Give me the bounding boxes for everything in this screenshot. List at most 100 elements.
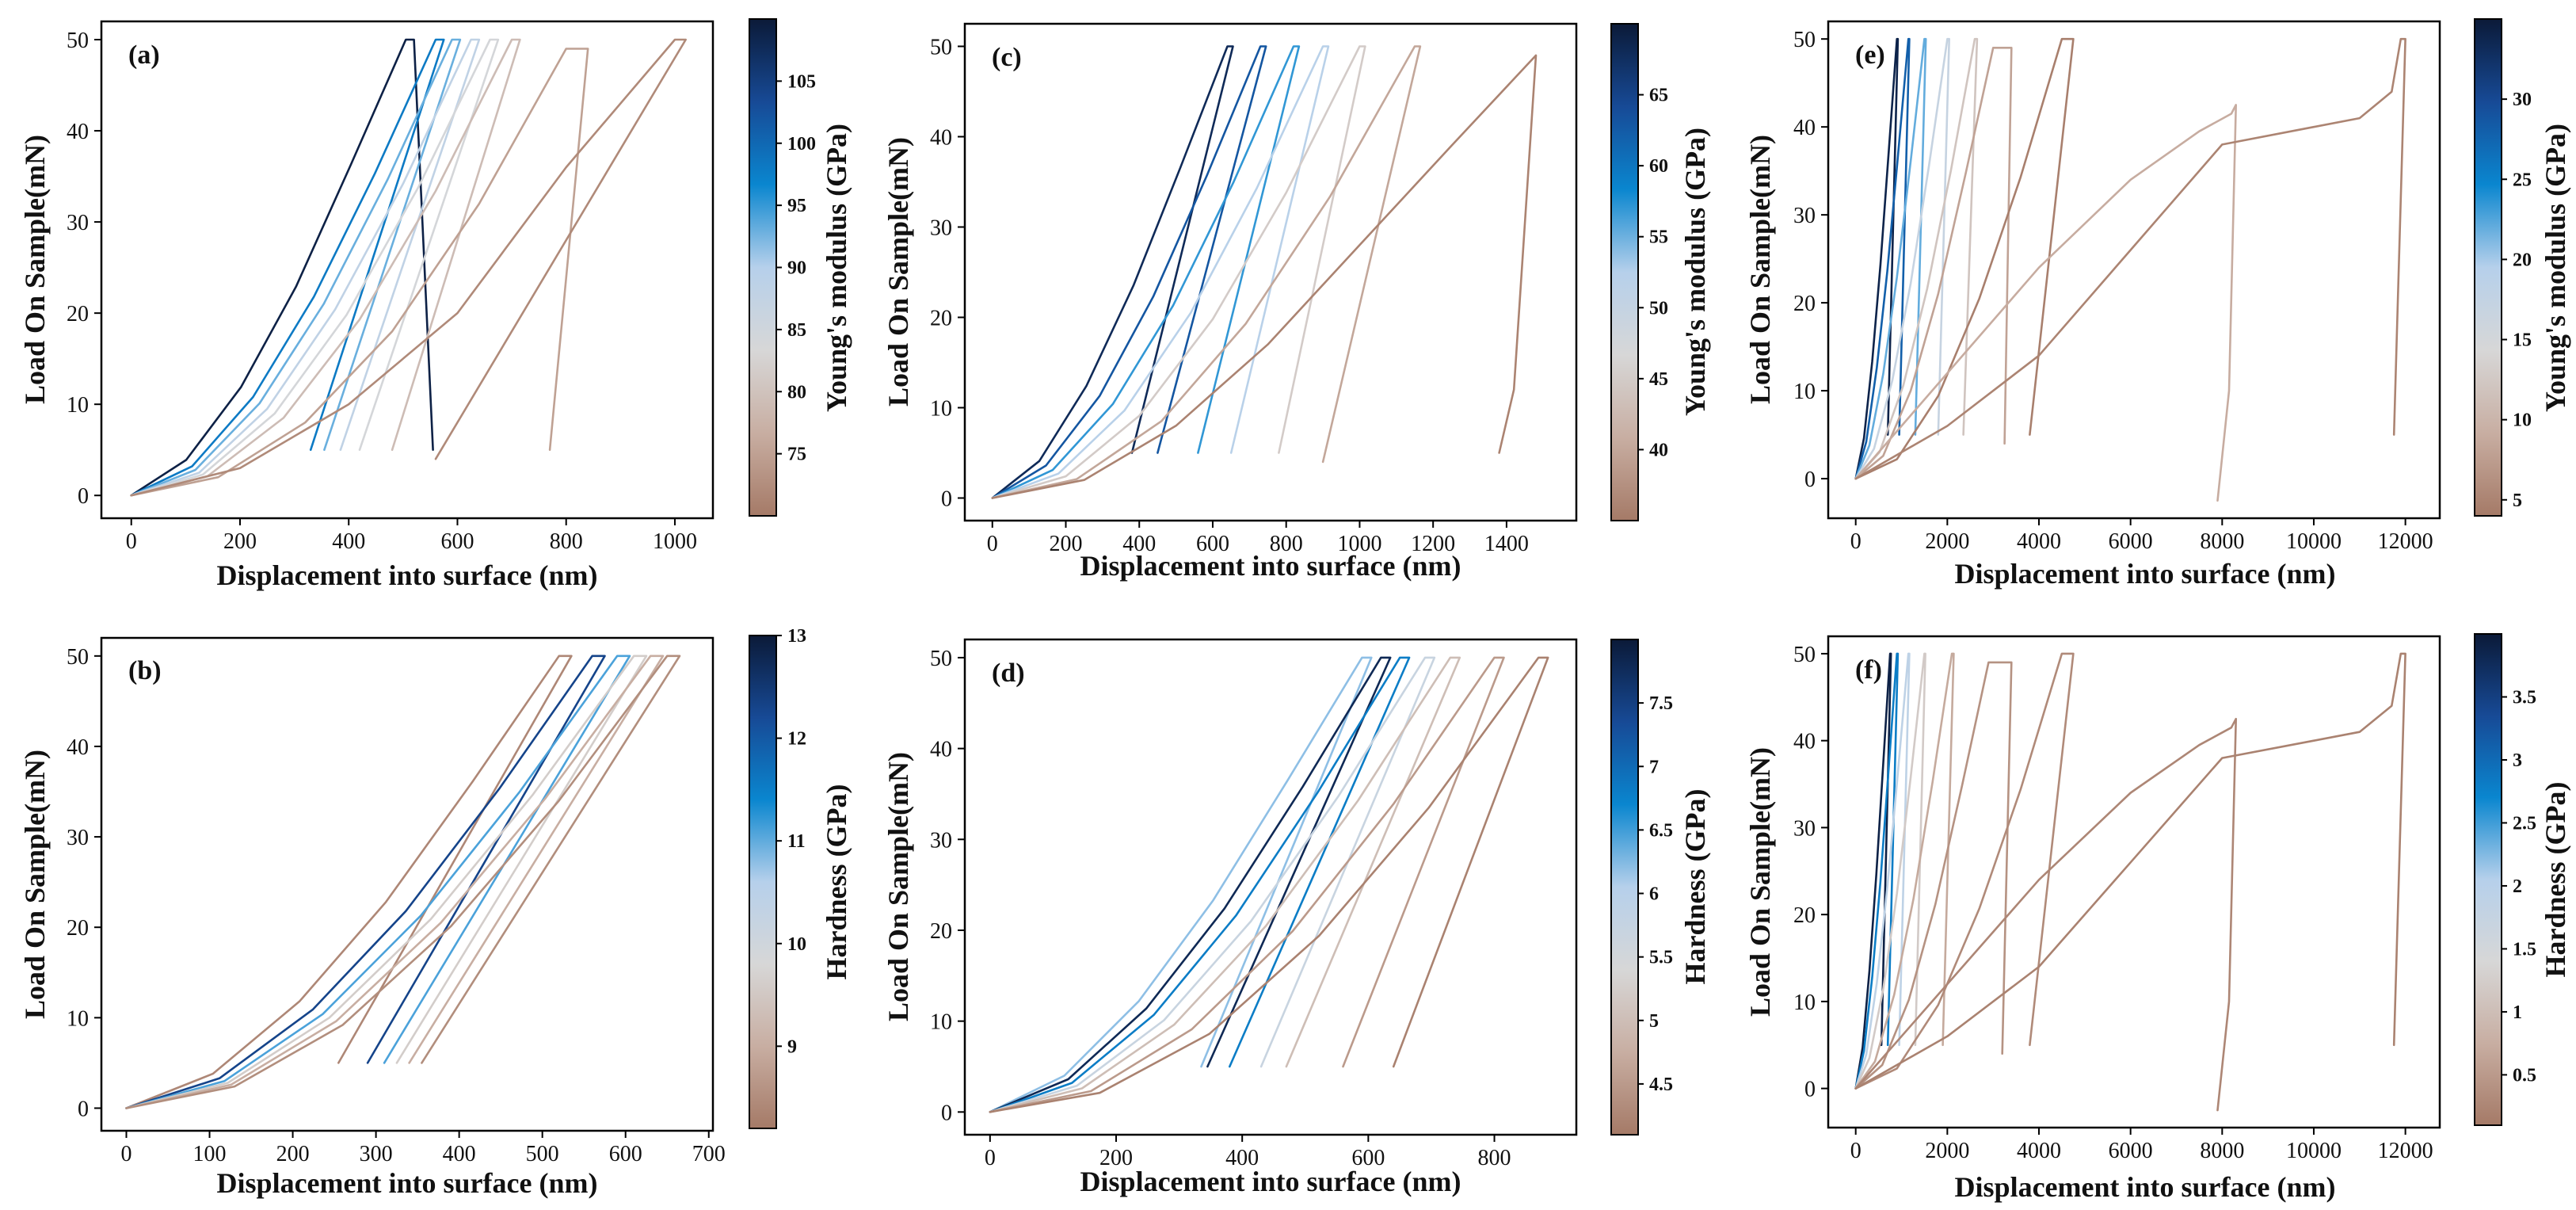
colorbar bbox=[1610, 639, 1639, 1136]
y-tick-label: 10 bbox=[930, 1010, 952, 1035]
colorbar bbox=[749, 18, 777, 517]
curve-indent-8 bbox=[1854, 717, 2237, 1112]
colorbar-tick-label: 7.5 bbox=[1649, 693, 1673, 714]
x-tick-label: 4000 bbox=[2017, 1139, 2061, 1163]
y-tick-label: 50 bbox=[1793, 28, 1816, 52]
curve-indent-9 bbox=[1854, 37, 2406, 480]
x-axis-label: Displacement into surface (nm) bbox=[1080, 1166, 1461, 1197]
y-tick-label: 0 bbox=[1804, 468, 1816, 492]
curve-indent-3 bbox=[1854, 652, 1911, 1090]
colorbar-tick-label: 10 bbox=[2513, 410, 2532, 431]
x-tick-label: 2000 bbox=[1925, 1139, 1969, 1163]
y-tick-label: 50 bbox=[930, 647, 952, 671]
y-tick-label: 50 bbox=[67, 645, 89, 670]
y-axis-label: Load On Sample(mN) bbox=[1744, 135, 1776, 404]
curve-indent-6 bbox=[991, 45, 1422, 499]
x-tick-label: 0 bbox=[985, 1146, 996, 1170]
y-tick-label: 0 bbox=[1804, 1078, 1816, 1102]
y-tick-label: 20 bbox=[930, 919, 952, 944]
curve-indent-5 bbox=[1854, 652, 1955, 1090]
y-axis-ticks: 0 10 20 30 40 50 bbox=[1793, 643, 1828, 1102]
plot-frame bbox=[100, 636, 714, 1132]
x-tick-label: 200 bbox=[1099, 1146, 1133, 1170]
colorbar-tick-label: 100 bbox=[787, 134, 816, 155]
x-tick-label: 700 bbox=[692, 1142, 726, 1166]
y-axis-label: Load On Sample(mN) bbox=[882, 752, 914, 1021]
load-displacement-curves bbox=[125, 655, 681, 1109]
x-tick-label: 300 bbox=[360, 1142, 393, 1166]
colorbar-tick-label: 55 bbox=[1649, 227, 1668, 248]
curve-indent-6 bbox=[989, 656, 1505, 1113]
x-tick-label: 10000 bbox=[2286, 1139, 2342, 1163]
curve-indent-2 bbox=[1854, 652, 1900, 1090]
y-tick-label: 40 bbox=[1793, 730, 1816, 754]
colorbar-tick-label: 5 bbox=[2513, 490, 2522, 511]
x-tick-label: 8000 bbox=[2200, 1139, 2244, 1163]
curve-indent-4 bbox=[1854, 652, 1926, 1090]
colorbar-ticks: 40 45 50 55 60 65 bbox=[1638, 86, 1668, 460]
load-displacement-curves bbox=[991, 45, 1538, 499]
load-displacement-curves bbox=[130, 38, 687, 497]
panel-label: (a) bbox=[128, 40, 160, 70]
x-tick-label: 600 bbox=[609, 1142, 642, 1166]
colorbar-tick-label: 1.5 bbox=[2513, 939, 2536, 960]
x-tick-label: 10000 bbox=[2286, 529, 2342, 554]
x-tick-label: 1400 bbox=[1484, 532, 1529, 556]
colorbar-tick-label: 5 bbox=[1649, 1011, 1659, 1032]
panel-c-chart: 0 200 400 600 800 1000 1200 1400 0 10 20 30 40 50 (c… bbox=[882, 22, 1711, 582]
curve-indent-2 bbox=[130, 38, 445, 497]
x-tick-label: 800 bbox=[1478, 1146, 1511, 1170]
x-tick-label: 0 bbox=[121, 1142, 132, 1166]
x-axis-label: Displacement into surface (nm) bbox=[217, 1167, 598, 1199]
curve-indent-4 bbox=[989, 656, 1436, 1113]
curve-indent-6 bbox=[125, 655, 681, 1109]
x-tick-label: 500 bbox=[526, 1142, 559, 1166]
y-axis-ticks: 0 10 20 30 40 50 bbox=[930, 36, 965, 512]
colorbar-tick-label: 45 bbox=[1649, 369, 1668, 390]
colorbar bbox=[749, 635, 777, 1129]
x-tick-label: 800 bbox=[550, 529, 583, 554]
curve-indent-5 bbox=[130, 38, 500, 497]
y-tick-label: 30 bbox=[1793, 816, 1816, 841]
x-tick-label: 6000 bbox=[2109, 529, 2153, 554]
colorbar bbox=[2474, 633, 2502, 1126]
colorbar-tick-label: 25 bbox=[2513, 170, 2532, 190]
y-tick-label: 40 bbox=[930, 738, 952, 762]
colorbar-tick-label: 20 bbox=[2513, 250, 2532, 270]
y-tick-label: 40 bbox=[930, 126, 952, 151]
colorbar-tick-label: 7 bbox=[1649, 757, 1659, 777]
colorbar-tick-label: 60 bbox=[1649, 156, 1668, 177]
colorbar-tick-label: 12 bbox=[787, 729, 806, 750]
y-tick-label: 40 bbox=[67, 120, 89, 144]
y-tick-label: 20 bbox=[67, 916, 89, 941]
curve-indent-1 bbox=[125, 655, 573, 1109]
curve-indent-3 bbox=[125, 655, 631, 1109]
panel-label: (c) bbox=[992, 43, 1022, 72]
plot-frame bbox=[100, 20, 714, 520]
colorbar-tick-label: 3 bbox=[2513, 750, 2522, 771]
curve-indent-1 bbox=[991, 45, 1234, 499]
x-tick-label: 200 bbox=[223, 529, 257, 554]
curve-indent-1 bbox=[1854, 652, 1892, 1090]
colorbar-tick-label: 30 bbox=[2513, 90, 2532, 110]
y-tick-label: 30 bbox=[930, 828, 952, 853]
colorbar-label: Young's modulus (GPa) bbox=[821, 124, 852, 412]
panel-label: (d) bbox=[992, 658, 1025, 688]
y-tick-label: 20 bbox=[67, 302, 89, 326]
load-displacement-curves bbox=[1854, 37, 2406, 502]
curve-indent-5 bbox=[991, 45, 1366, 499]
y-tick-label: 0 bbox=[941, 1101, 952, 1125]
curve-indent-5 bbox=[989, 656, 1461, 1113]
y-tick-label: 10 bbox=[67, 393, 89, 418]
colorbar-label: Hardness (GPa) bbox=[1679, 789, 1711, 985]
y-tick-label: 0 bbox=[78, 1097, 89, 1121]
y-tick-label: 30 bbox=[67, 211, 89, 235]
panel-a-chart: 0 200 400 600 800 1000 0 10 20 30 40 50 (a) Displa… bbox=[19, 18, 852, 591]
colorbar-tick-label: 75 bbox=[787, 445, 806, 465]
y-axis-label: Load On Sample(mN) bbox=[1744, 747, 1776, 1017]
x-tick-label: 8000 bbox=[2200, 529, 2244, 554]
y-tick-label: 30 bbox=[1793, 204, 1816, 228]
x-tick-label: 4000 bbox=[2017, 529, 2061, 554]
colorbar-tick-label: 2 bbox=[2513, 876, 2522, 897]
colorbar-tick-label: 4.5 bbox=[1649, 1074, 1673, 1095]
